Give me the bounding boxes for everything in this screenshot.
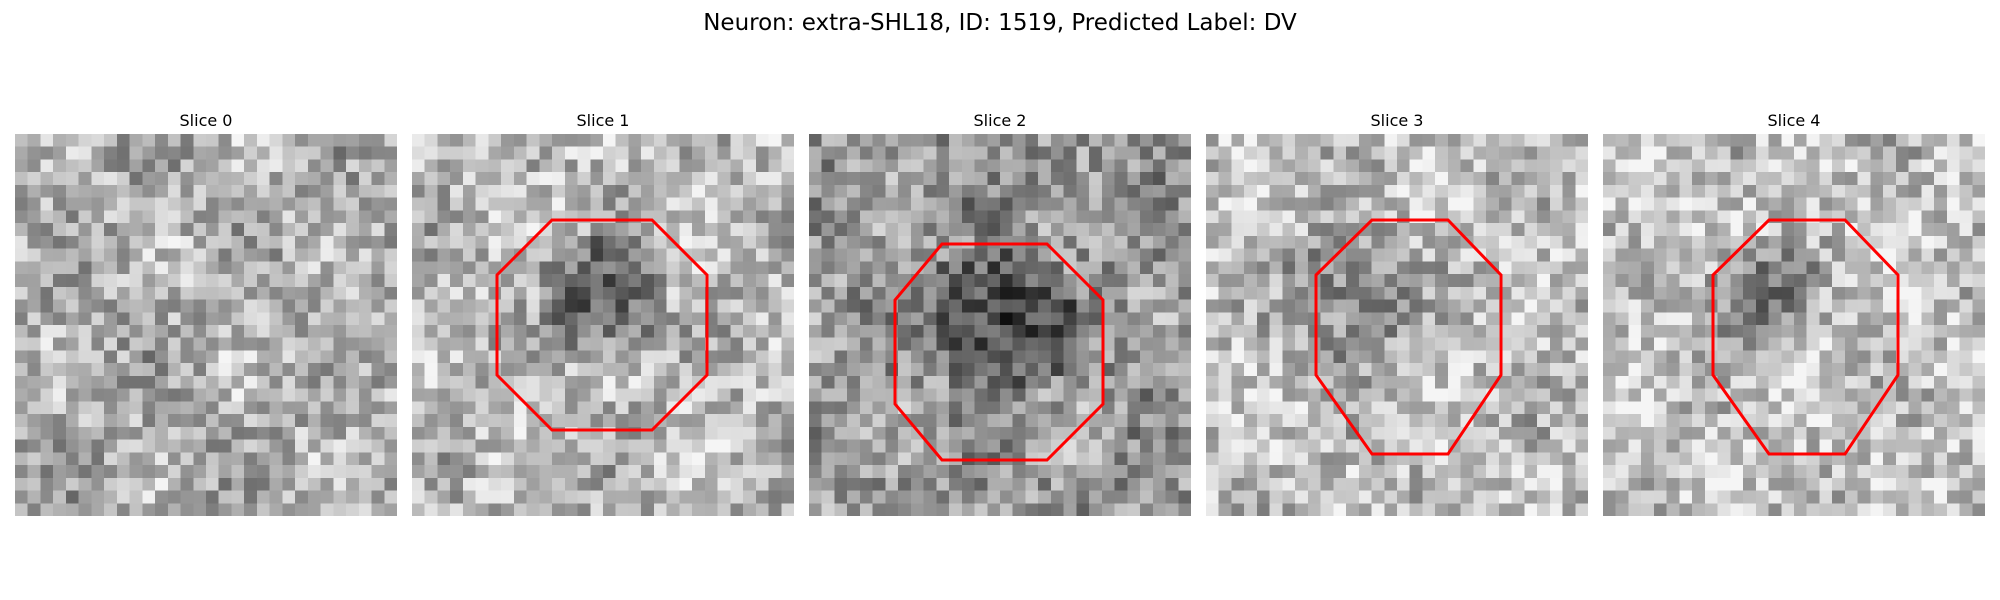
roi-octagon (1711, 218, 1900, 456)
slice-panel-2: Slice 2 (809, 110, 1191, 516)
slice-image (1603, 134, 1985, 516)
slice-title: Slice 1 (576, 111, 630, 130)
slice-title: Slice 0 (179, 111, 233, 130)
slice-panel-3: Slice 3 (1206, 110, 1588, 516)
slice-title: Slice 3 (1370, 111, 1424, 130)
roi-octagon (1314, 218, 1503, 456)
slice-image (15, 134, 397, 516)
slice-panel-0: Slice 0 (15, 110, 397, 516)
slice-title: Slice 4 (1767, 111, 1821, 130)
slice-image (412, 134, 794, 516)
roi-octagon (893, 242, 1105, 462)
slice-panel-1: Slice 1 (412, 110, 794, 516)
slice-title: Slice 2 (973, 111, 1027, 130)
figure-title: Neuron: extra-SHL18, ID: 1519, Predicted… (703, 10, 1297, 36)
slice-image (1206, 134, 1588, 516)
slice-image (809, 134, 1191, 516)
roi-octagon (495, 218, 709, 432)
slice-panel-4: Slice 4 (1603, 110, 1985, 516)
